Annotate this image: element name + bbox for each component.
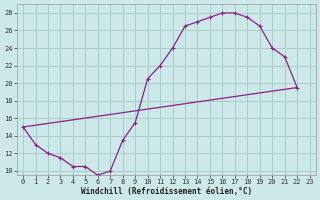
X-axis label: Windchill (Refroidissement éolien,°C): Windchill (Refroidissement éolien,°C) [81, 187, 252, 196]
